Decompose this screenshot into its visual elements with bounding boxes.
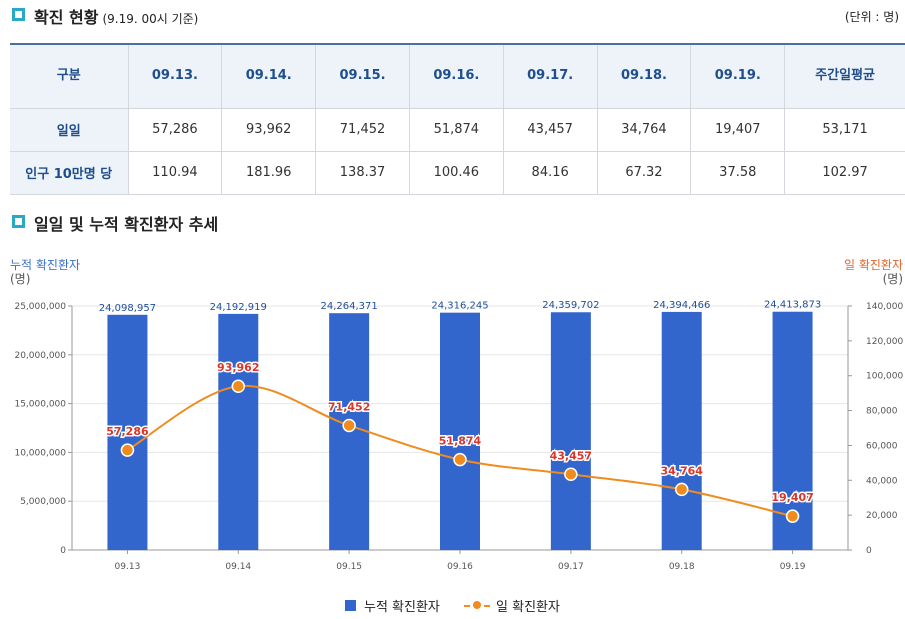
table-cell: 37.58 [690,150,786,195]
table-cell: 110.94 [127,150,223,195]
section-icon [12,8,25,21]
table-cell: 138.37 [315,150,410,195]
line-point [674,482,689,497]
col-header: 09.14. [221,44,317,109]
bar-value-label: 24,413,873 [764,300,821,311]
right-tick-label: 80,000 [866,407,898,417]
x-tick-label: 09.15 [336,562,362,572]
right-tick-label: 140,000 [866,302,903,312]
table-cell: 100.46 [408,150,504,195]
legend-item-daily[interactable]: 일 확진환자 [464,596,560,615]
table-cell: 19,407 [690,108,786,152]
table-cell: 67.32 [596,150,692,195]
bar [218,313,259,550]
left-tick-label: 0 [60,546,66,556]
table-row-per-100k: 인구 10만명 당 110.94 181.96 138.37 100.46 84… [10,150,905,195]
bar [107,314,148,550]
left-tick-label: 10,000,000 [14,448,66,458]
legend-label: 일 확진환자 [496,600,560,615]
right-tick-label: 0 [866,546,872,556]
bar [550,312,591,550]
right-axis-label: 일 확진환자 [843,258,903,272]
legend-label: 누적 확진환자 [364,600,440,615]
left-tick-label: 20,000,000 [14,351,66,361]
col-header: 09.17. [502,44,598,109]
table-row-daily: 일일 57,286 93,962 71,452 51,874 43,457 34… [10,108,905,152]
table-cell: 84.16 [502,150,598,195]
legend-item-cumulative[interactable]: 누적 확진환자 [345,596,440,615]
col-header: 09.19. [690,44,786,109]
right-tick-label: 120,000 [866,337,903,347]
x-tick-label: 09.13 [115,562,141,572]
right-tick-label: 100,000 [866,372,903,382]
bar [661,311,702,550]
line-point [342,418,356,433]
bar [440,312,480,550]
bar-value-label: 24,359,702 [542,300,599,311]
section-icon [12,215,25,228]
table-cell: 181.96 [221,150,317,195]
col-header: 구분 [10,44,129,109]
right-tick-label: 40,000 [866,476,898,486]
line-value-label: 51,874 [439,435,482,448]
left-axis-label: 누적 확진환자 [10,258,81,272]
bar-value-label: 24,192,919 [210,302,267,313]
line-point [120,443,135,457]
row-header: 일일 [10,108,129,152]
left-tick-label: 5,000,000 [20,497,66,507]
row-header: 인구 10만명 당 [10,150,129,195]
line-point [453,452,467,467]
col-header: 09.13. [127,44,223,109]
x-tick-label: 09.14 [225,562,251,572]
chart-legend: 누적 확진환자 일 확진환자 [0,596,905,615]
col-header: 09.18. [596,44,692,109]
x-tick-label: 09.18 [669,562,695,572]
x-tick-label: 09.17 [558,562,584,572]
status-subtitle: (9.19. 00시 기준) [102,12,199,26]
chart-section-title: 일일 및 누적 확진환자 추세 [34,215,219,234]
left-axis-unit: (명) [10,272,31,286]
table-cell: 93,962 [221,108,317,152]
table-header-row: 구분 09.13. 09.14. 09.15. 09.16. 09.17. 09… [10,44,905,109]
line-value-label: 43,457 [550,449,592,462]
bar-value-label: 24,316,245 [431,301,488,312]
legend-bar-swatch [345,600,356,611]
line-point [564,467,578,482]
unit-label: (단위 : 명) [844,10,899,24]
status-title: 확진 현황 [34,8,99,27]
left-tick-label: 15,000,000 [14,400,66,410]
line-point [231,379,246,393]
line-point [785,509,800,523]
right-tick-label: 20,000 [866,511,898,521]
table-cell: 71,452 [315,108,410,152]
x-tick-label: 09.16 [447,562,473,572]
line-value-label: 34,764 [660,464,703,477]
right-axis-title: 일 확진환자 (명) [844,258,903,286]
left-axis-title: 누적 확진환자 (명) [10,258,80,286]
section-title-status: 확진 현황 (9.19. 00시 기준) [34,4,198,28]
table-cell: 102.97 [784,150,905,195]
line-value-label: 19,407 [771,491,813,504]
x-tick-label: 09.19 [780,562,806,572]
table-cell: 57,286 [127,108,223,152]
col-header-weekly-avg: 주간일평균 [784,44,905,109]
col-header: 09.15. [315,44,410,109]
table-cell: 51,874 [408,108,504,152]
right-axis-unit: (명) [882,272,903,286]
line-value-label: 93,962 [217,361,259,374]
bar-value-label: 24,264,371 [321,301,378,312]
line-value-label: 57,286 [106,425,149,438]
legend-line-swatch [464,600,491,611]
bar-value-label: 24,098,957 [99,303,156,314]
col-header: 09.16. [408,44,504,109]
left-tick-label: 25,000,000 [14,302,66,312]
line-value-label: 71,452 [328,400,370,413]
bar-value-label: 24,394,466 [653,300,710,311]
right-tick-label: 60,000 [866,441,898,451]
confirmed-table: 구분 09.13. 09.14. 09.15. 09.16. 09.17. 09… [10,43,905,195]
